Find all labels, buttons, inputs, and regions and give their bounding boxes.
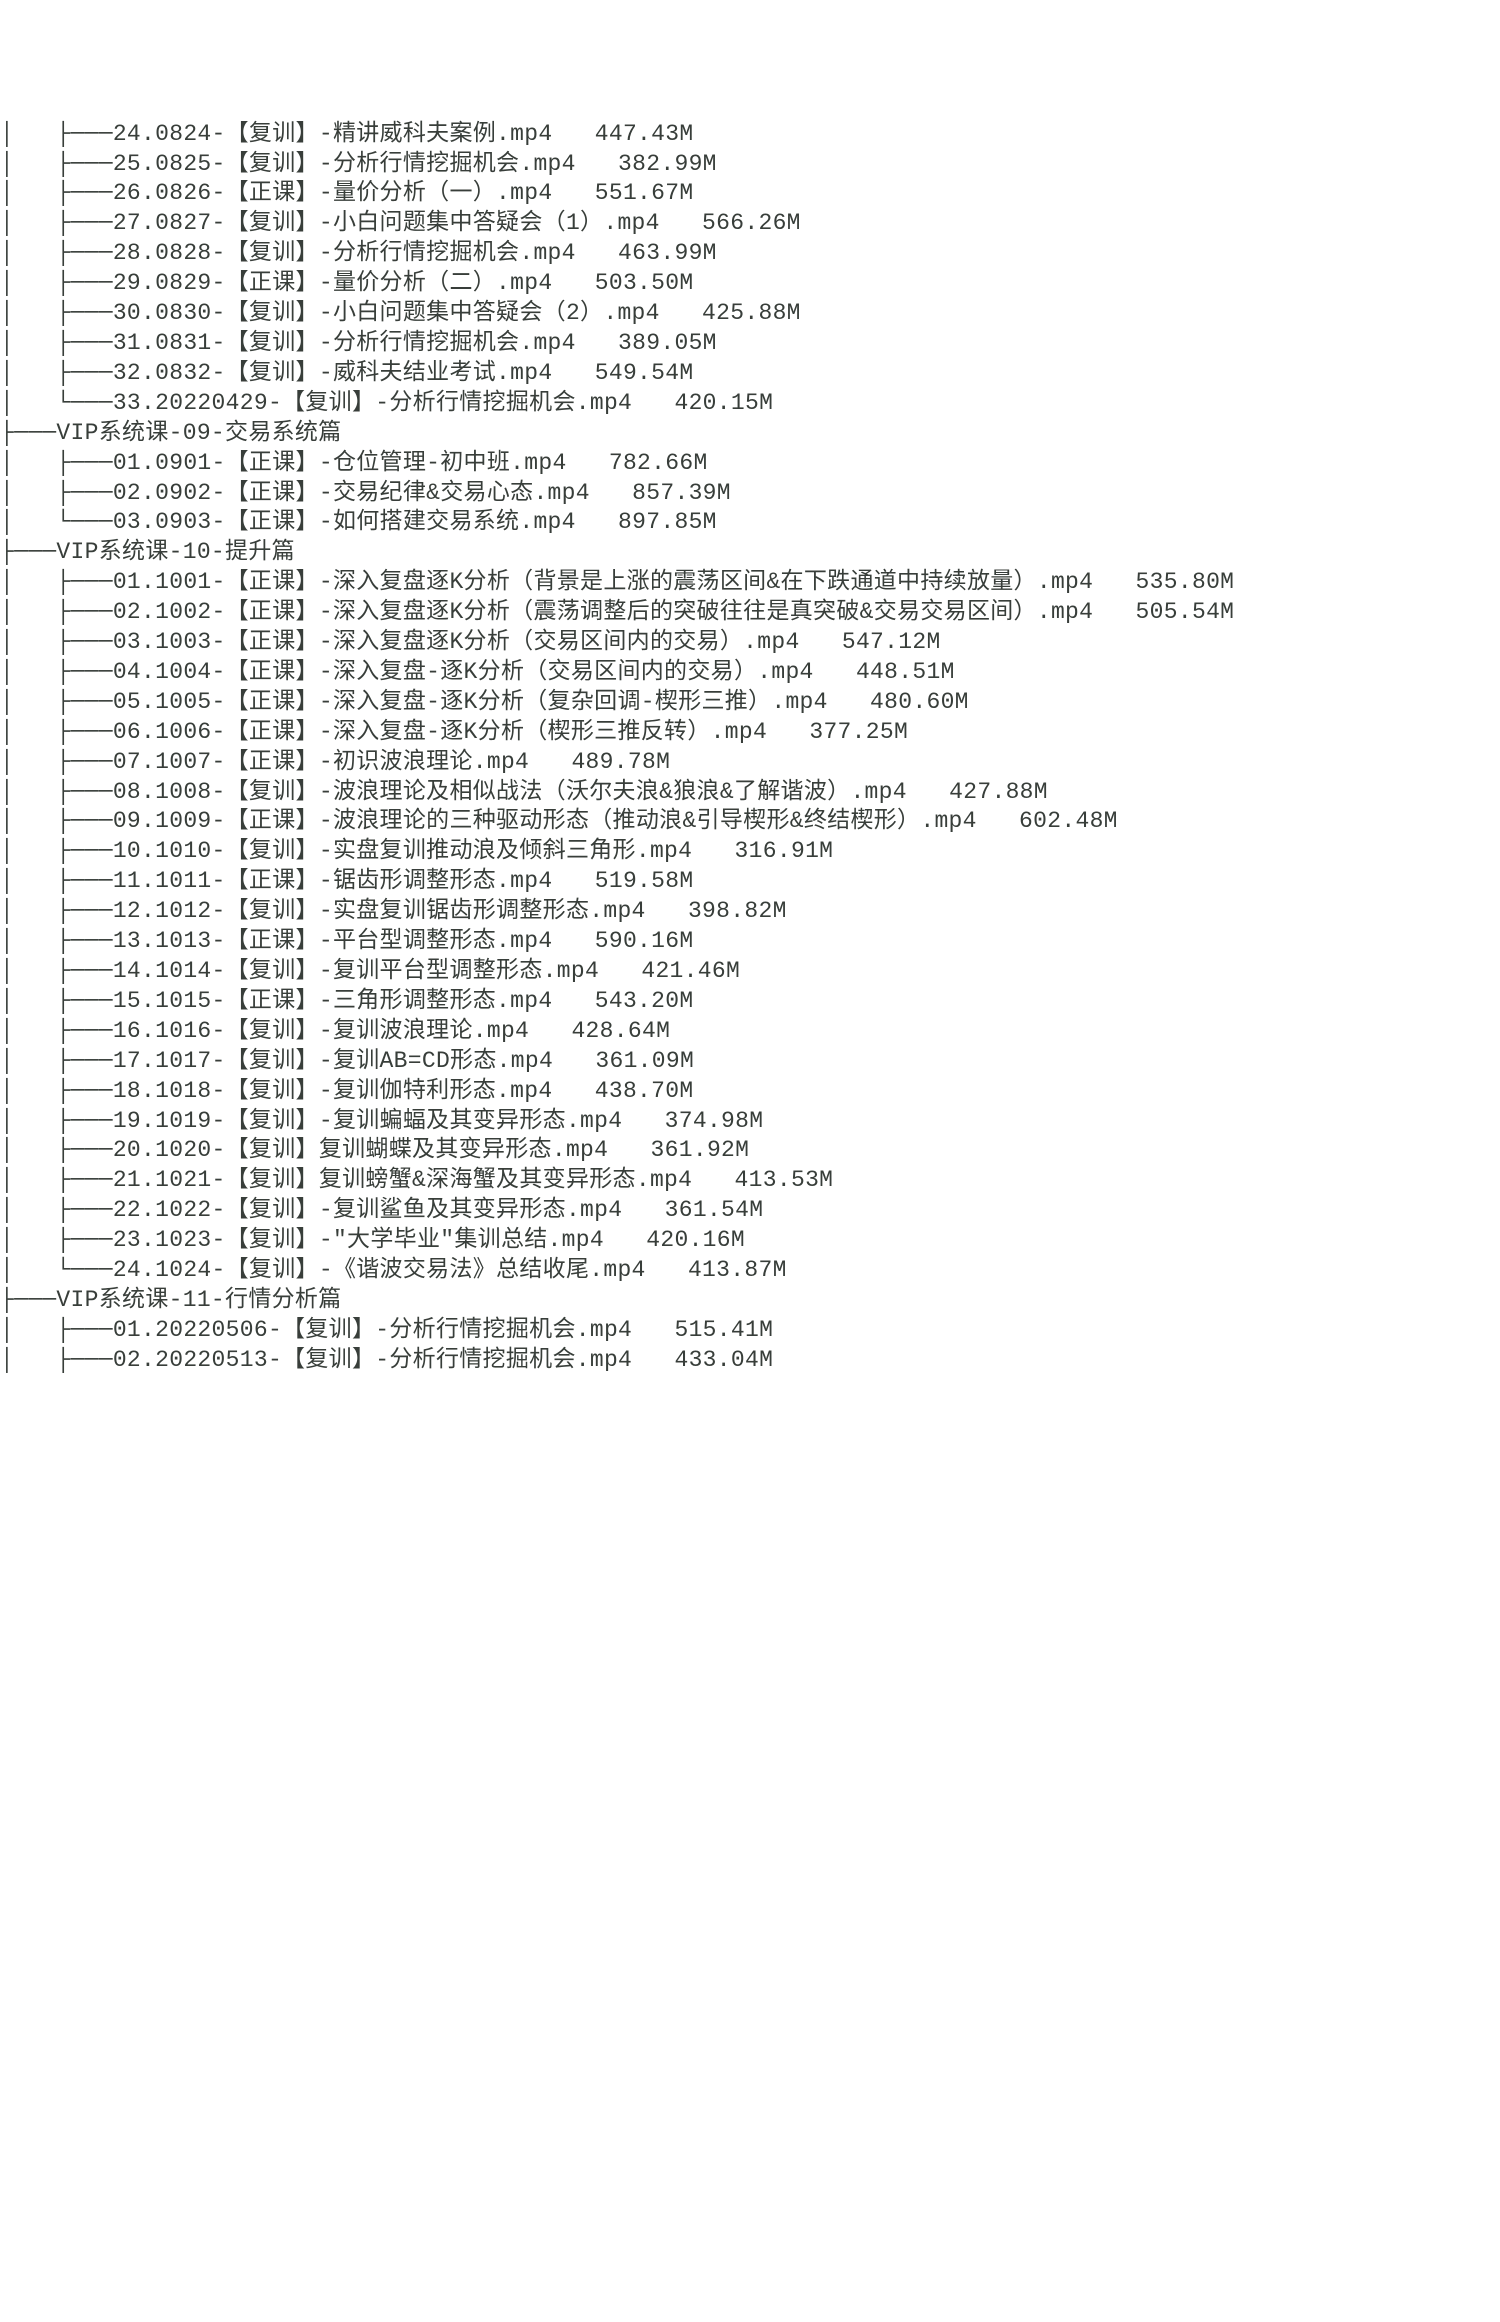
tree-line: │ ├───29.0829-【正课】-量价分析（二）.mp4 503.50M bbox=[0, 269, 1500, 299]
file-tree: │ ├───24.0824-【复训】-精讲威科夫案例.mp4 447.43M│ … bbox=[0, 120, 1500, 1376]
tree-line: │ ├───11.1011-【正课】-锯齿形调整形态.mp4 519.58M bbox=[0, 867, 1500, 897]
tree-line: │ ├───20.1020-【复训】复训蝴蝶及其变异形态.mp4 361.92M bbox=[0, 1136, 1500, 1166]
tree-line: │ ├───05.1005-【正课】-深入复盘-逐K分析（复杂回调-楔形三推）.… bbox=[0, 688, 1500, 718]
tree-line: │ ├───07.1007-【正课】-初识波浪理论.mp4 489.78M bbox=[0, 748, 1500, 778]
tree-line: │ ├───09.1009-【正课】-波浪理论的三种驱动形态（推动浪&引导楔形&… bbox=[0, 807, 1500, 837]
tree-line: │ ├───16.1016-【复训】-复训波浪理论.mp4 428.64M bbox=[0, 1017, 1500, 1047]
tree-line: │ ├───18.1018-【复训】-复训伽特利形态.mp4 438.70M bbox=[0, 1077, 1500, 1107]
tree-line: │ ├───01.0901-【正课】-仓位管理-初中班.mp4 782.66M bbox=[0, 449, 1500, 479]
tree-line: │ ├───06.1006-【正课】-深入复盘-逐K分析（楔形三推反转）.mp4… bbox=[0, 718, 1500, 748]
tree-line: │ ├───25.0825-【复训】-分析行情挖掘机会.mp4 382.99M bbox=[0, 150, 1500, 180]
tree-line: │ ├───10.1010-【复训】-实盘复训推动浪及倾斜三角形.mp4 316… bbox=[0, 837, 1500, 867]
tree-line: │ ├───22.1022-【复训】-复训鲨鱼及其变异形态.mp4 361.54… bbox=[0, 1196, 1500, 1226]
tree-line: │ ├───26.0826-【正课】-量价分析（一）.mp4 551.67M bbox=[0, 179, 1500, 209]
tree-line: │ ├───01.1001-【正课】-深入复盘逐K分析（背景是上涨的震荡区间&在… bbox=[0, 568, 1500, 598]
tree-line: │ ├───15.1015-【正课】-三角形调整形态.mp4 543.20M bbox=[0, 987, 1500, 1017]
tree-line: │ ├───27.0827-【复训】-小白问题集中答疑会（1）.mp4 566.… bbox=[0, 209, 1500, 239]
tree-line: │ ├───01.20220506-【复训】-分析行情挖掘机会.mp4 515.… bbox=[0, 1316, 1500, 1346]
tree-line: │ ├───21.1021-【复训】复训螃蟹&深海蟹及其变异形态.mp4 413… bbox=[0, 1166, 1500, 1196]
tree-line: │ └───33.20220429-【复训】-分析行情挖掘机会.mp4 420.… bbox=[0, 389, 1500, 419]
tree-line: ├───VIP系统课-09-交易系统篇 bbox=[0, 419, 1500, 449]
tree-line: │ ├───30.0830-【复训】-小白问题集中答疑会（2）.mp4 425.… bbox=[0, 299, 1500, 329]
tree-line: │ ├───08.1008-【复训】-波浪理论及相似战法（沃尔夫浪&狼浪&了解谐… bbox=[0, 778, 1500, 808]
tree-line: │ ├───02.0902-【正课】-交易纪律&交易心态.mp4 857.39M bbox=[0, 479, 1500, 509]
tree-line: │ ├───19.1019-【复训】-复训蝙蝠及其变异形态.mp4 374.98… bbox=[0, 1107, 1500, 1137]
tree-line: │ ├───23.1023-【复训】-"大学毕业"集训总结.mp4 420.16… bbox=[0, 1226, 1500, 1256]
tree-line: │ └───03.0903-【正课】-如何搭建交易系统.mp4 897.85M bbox=[0, 508, 1500, 538]
tree-line: │ ├───31.0831-【复训】-分析行情挖掘机会.mp4 389.05M bbox=[0, 329, 1500, 359]
tree-line: │ └───24.1024-【复训】-《谐波交易法》总结收尾.mp4 413.8… bbox=[0, 1256, 1500, 1286]
tree-line: │ ├───04.1004-【正课】-深入复盘-逐K分析（交易区间内的交易）.m… bbox=[0, 658, 1500, 688]
tree-line: │ ├───02.1002-【正课】-深入复盘逐K分析（震荡调整后的突破往往是真… bbox=[0, 598, 1500, 628]
tree-line: │ ├───14.1014-【复训】-复训平台型调整形态.mp4 421.46M bbox=[0, 957, 1500, 987]
tree-line: │ ├───28.0828-【复训】-分析行情挖掘机会.mp4 463.99M bbox=[0, 239, 1500, 269]
tree-line: │ ├───02.20220513-【复训】-分析行情挖掘机会.mp4 433.… bbox=[0, 1346, 1500, 1376]
tree-line: │ ├───17.1017-【复训】-复训AB=CD形态.mp4 361.09M bbox=[0, 1047, 1500, 1077]
tree-line: │ ├───03.1003-【正课】-深入复盘逐K分析（交易区间内的交易）.mp… bbox=[0, 628, 1500, 658]
tree-line: │ ├───24.0824-【复训】-精讲威科夫案例.mp4 447.43M bbox=[0, 120, 1500, 150]
tree-line: ├───VIP系统课-11-行情分析篇 bbox=[0, 1286, 1500, 1316]
tree-line: ├───VIP系统课-10-提升篇 bbox=[0, 538, 1500, 568]
tree-line: │ ├───13.1013-【正课】-平台型调整形态.mp4 590.16M bbox=[0, 927, 1500, 957]
tree-line: │ ├───32.0832-【复训】-威科夫结业考试.mp4 549.54M bbox=[0, 359, 1500, 389]
tree-line: │ ├───12.1012-【复训】-实盘复训锯齿形调整形态.mp4 398.8… bbox=[0, 897, 1500, 927]
